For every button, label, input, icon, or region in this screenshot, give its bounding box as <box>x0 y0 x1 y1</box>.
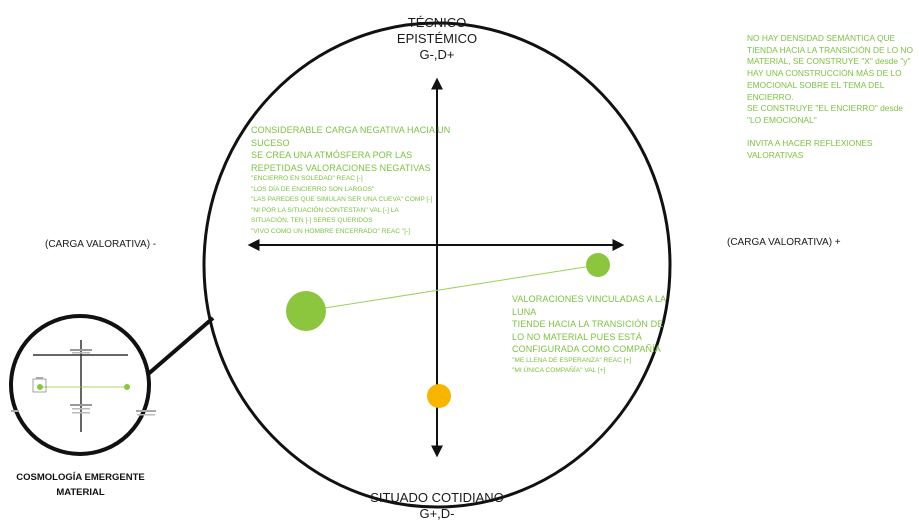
inset-thumbnail <box>9 314 156 456</box>
tr-line-5: EMOCIONAL SOBRE EL TEMA DEL <box>747 79 885 90</box>
tr-line-7: SE CONSTRUYE "EL ENCIERRO" desde <box>747 103 903 114</box>
bottom-axis-line-2: G+,D- <box>419 506 455 521</box>
inset-label-right <box>136 410 156 412</box>
ul-quote-6: "VIVO COMO UN HOMBRE ENCERRADO" REAC "[-… <box>251 227 411 235</box>
inset-circle <box>9 314 151 456</box>
inset-label-bottom2 <box>72 408 90 410</box>
lr-quote-2: "MI ÚNICA COMPAÑÍA" VAL [+] <box>512 367 606 374</box>
lower-right-note-main: VALORACIONES VINCULADAS A LA LUNA TIENDE… <box>512 293 672 356</box>
ul-main-1: CONSIDERABLE CARGA NEGATIVA HACIA UN <box>251 125 451 135</box>
lr-main-3: TIENDE HACIA LA TRANSICIÓN DE <box>512 319 664 329</box>
lower-right-note: VALORACIONES VINCULADAS A LA LUNA TIENDE… <box>512 293 672 377</box>
tr-line-1: NO HAY DENSIDAD SEMÁNTICA QUE <box>747 33 896 43</box>
tr-line-10: INVITA A HACER REFLEXIONES <box>747 138 873 149</box>
ul-quote-4: "NI POR LA SITUACIÓN CONTESTAN" VAL [-] … <box>251 206 399 214</box>
inset-label-right2 <box>137 414 155 416</box>
ul-quote-1: "ENCIERRO EN SOLEDAD" REAC [-] <box>251 175 363 182</box>
inset-label-small-left <box>36 377 43 379</box>
main-circle <box>202 21 672 509</box>
ul-main-3: SE CREA UNA ATMÓSFERA POR LAS <box>251 150 413 160</box>
inset-label-bottom <box>70 404 92 406</box>
tr-line-4: HAY UNA CONSTRUCCIÓN MÁS DE LO <box>747 68 902 79</box>
bottom-axis-line-1: SITUADO COTIDIANO <box>370 490 504 505</box>
caption-line-2: MATERIAL <box>56 487 105 498</box>
large-green-dot <box>286 291 326 331</box>
lr-main-4: LO NO MATERIAL PUES ESTÁ <box>512 331 642 342</box>
inset-left-green-dot <box>37 384 43 390</box>
inset-label-top <box>70 349 92 351</box>
left-axis-label: (CARGA VALORATIVA) - <box>45 239 157 250</box>
connection-line <box>305 264 599 312</box>
inset-label-left <box>11 410 19 412</box>
tr-line-9 <box>747 127 919 139</box>
upper-left-note-quotes: "ENCIERRO EN SOLEDAD" REAC [-] "LOS DÍA … <box>251 174 451 237</box>
lr-main-2: LUNA <box>512 306 537 317</box>
inset-highlight-box <box>32 378 47 393</box>
top-axis-line-2: EPISTÉMICO <box>396 31 478 46</box>
upper-left-note: CONSIDERABLE CARGA NEGATIVA HACIA UN SUC… <box>251 124 451 237</box>
top-axis-line-1: TÉCNICO <box>407 15 467 30</box>
diagram-caption: COSMOLOGÍA EMERGENTE MATERIAL <box>8 470 153 500</box>
caption-line-1: COSMOLOGÍA EMERGENTE <box>16 472 145 483</box>
lr-quote-1: "ME LLENA DE ESPERANZA" REAC [+] <box>512 356 632 364</box>
ul-quote-2: "LOS DÍA DE ENCIERRO SON LARGOS" <box>251 185 375 193</box>
top-axis-label: TÉCNICO EPISTÉMICO G-,D+ <box>377 15 497 63</box>
ul-quote-5: SITUACIÓN, TEN [-] SERES QUERIDOS <box>251 217 373 224</box>
upper-left-note-main: CONSIDERABLE CARGA NEGATIVA HACIA UN SUC… <box>251 124 451 174</box>
right-axis-label: (CARGA VALORATIVA) + <box>727 237 841 248</box>
orange-dot <box>427 384 451 408</box>
inset-right-green-dot <box>124 384 130 390</box>
tr-line-6: ENCIERRO. <box>747 91 794 102</box>
inset-label-top2 <box>72 352 90 354</box>
lower-right-note-quotes: "ME LLENA DE ESPERANZA" REAC [+] "MI ÚNI… <box>512 356 672 377</box>
tr-line-3: MATERIAL, SE CONSTRUYE "X" desde "y" <box>747 56 911 67</box>
bottom-axis-label: SITUADO COTIDIANO G+,D- <box>362 490 512 522</box>
ul-quote-3: "LAS PAREDES QUE SIMULAN SER UNA CUEVA" … <box>251 196 433 203</box>
inset-label-bottom3 <box>72 412 90 414</box>
tr-line-11: VALORATIVAS <box>747 150 804 161</box>
ul-main-4: REPETIDAS VALORACIONES NEGATIVAS <box>251 162 431 173</box>
lr-main-5: CONFIGURADA COMO COMPAÑÍA <box>512 344 661 354</box>
tr-line-8: "LO EMOCIONAL" <box>747 114 817 125</box>
ul-main-2: SUCESO <box>251 137 290 148</box>
top-right-note: NO HAY DENSIDAD SEMÁNTICA QUE TIENDA HAC… <box>747 33 919 162</box>
top-axis-line-3: G-,D+ <box>419 47 455 62</box>
small-green-dot <box>586 253 610 277</box>
tr-line-2: TIENDA HACIA LA TRANSICIÓN DE LO NO <box>747 44 913 55</box>
lr-main-1: VALORACIONES VINCULADAS A LA <box>512 294 667 304</box>
